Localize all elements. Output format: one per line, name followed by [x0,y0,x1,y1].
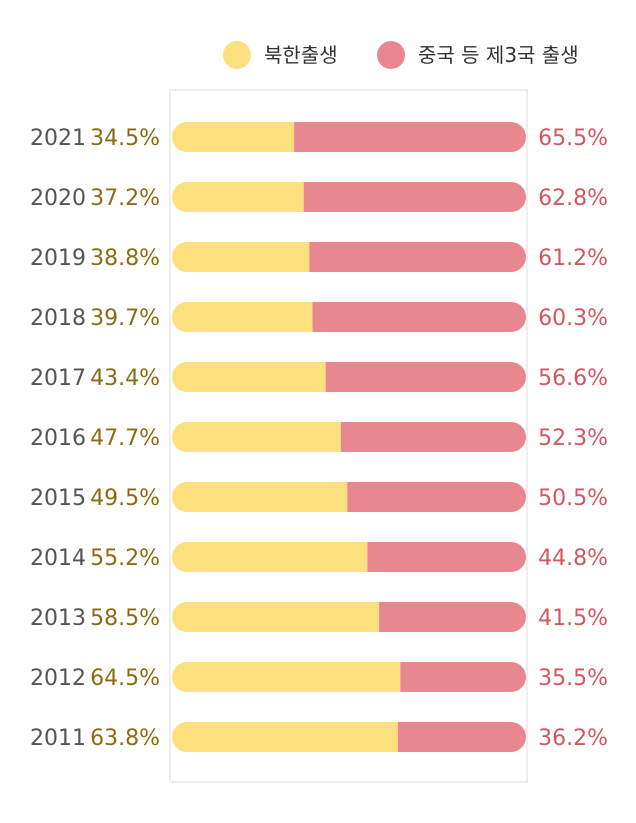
nk-pct-label-2021: 34.5% [90,126,160,151]
year-label-2014: 2014 [30,546,86,571]
bar-other-2014 [367,542,526,572]
bar-nk-2015 [172,482,348,512]
bar-nk-2021 [172,122,295,152]
year-label-2015: 2015 [30,486,86,511]
other-pct-label-2013: 41.5% [538,606,608,631]
legend-other-label: 중국 등 제3국 출생 [418,43,579,67]
other-pct-label-2011: 36.2% [538,726,608,751]
other-pct-label-2014: 44.8% [538,546,608,571]
other-pct-label-2016: 52.3% [538,426,608,451]
year-label-2013: 2013 [30,606,86,631]
year-label-2012: 2012 [30,666,86,691]
other-pct-label-2020: 62.8% [538,186,608,211]
other-pct-label-2019: 61.2% [538,246,608,271]
bar-nk-2012 [172,662,401,692]
legend-nk-label: 북한출생 [264,43,338,67]
other-pct-label-2018: 60.3% [538,306,608,331]
nk-pct-label-2014: 55.2% [90,546,160,571]
bar-nk-2013 [172,602,380,632]
year-label-2020: 2020 [30,186,86,211]
bar-nk-2011 [172,722,398,752]
bar-nk-2018 [172,302,313,332]
bars-group [172,122,526,752]
bar-other-2021 [294,122,526,152]
legend: 북한출생 중국 등 제3국 출생 [223,41,579,69]
other-pct-label-2021: 65.5% [538,126,608,151]
bar-nk-2020 [172,182,304,212]
nk-pct-label-2018: 39.7% [90,306,160,331]
nk-pct-label-2020: 37.2% [90,186,160,211]
other-pct-label-2015: 50.5% [538,486,608,511]
labels-group: 2021 34.5% 65.5% 2020 37.2% 62.8% 2019 38.8% 61.… [30,126,608,751]
nk-pct-label-2012: 64.5% [90,666,160,691]
year-label-2016: 2016 [30,426,86,451]
bar-other-2017 [325,362,526,392]
other-pct-label-2012: 35.5% [538,666,608,691]
nk-pct-label-2015: 49.5% [90,486,160,511]
year-label-2018: 2018 [30,306,86,331]
bar-other-2012 [400,662,526,692]
bar-other-2019 [309,242,526,272]
nk-pct-label-2016: 47.7% [90,426,160,451]
legend-other-swatch [377,41,405,69]
bar-other-2018 [312,302,526,332]
bar-other-2011 [397,722,526,752]
year-label-2011: 2011 [30,726,86,751]
bar-nk-2017 [172,362,326,392]
bar-other-2013 [379,602,526,632]
nk-pct-label-2017: 43.4% [90,366,160,391]
bar-other-2015 [347,482,526,512]
bar-nk-2016 [172,422,341,452]
year-label-2017: 2017 [30,366,86,391]
nk-pct-label-2011: 63.8% [90,726,160,751]
year-label-2019: 2019 [30,246,86,271]
year-label-2021: 2021 [30,126,86,151]
legend-nk-swatch [223,41,251,69]
bar-other-2020 [303,182,526,212]
bar-other-2016 [340,422,526,452]
bar-nk-2014 [172,542,368,572]
bar-nk-2019 [172,242,310,272]
other-pct-label-2017: 56.6% [538,366,608,391]
nk-pct-label-2013: 58.5% [90,606,160,631]
nk-pct-label-2019: 38.8% [90,246,160,271]
plot-frame [169,89,528,783]
